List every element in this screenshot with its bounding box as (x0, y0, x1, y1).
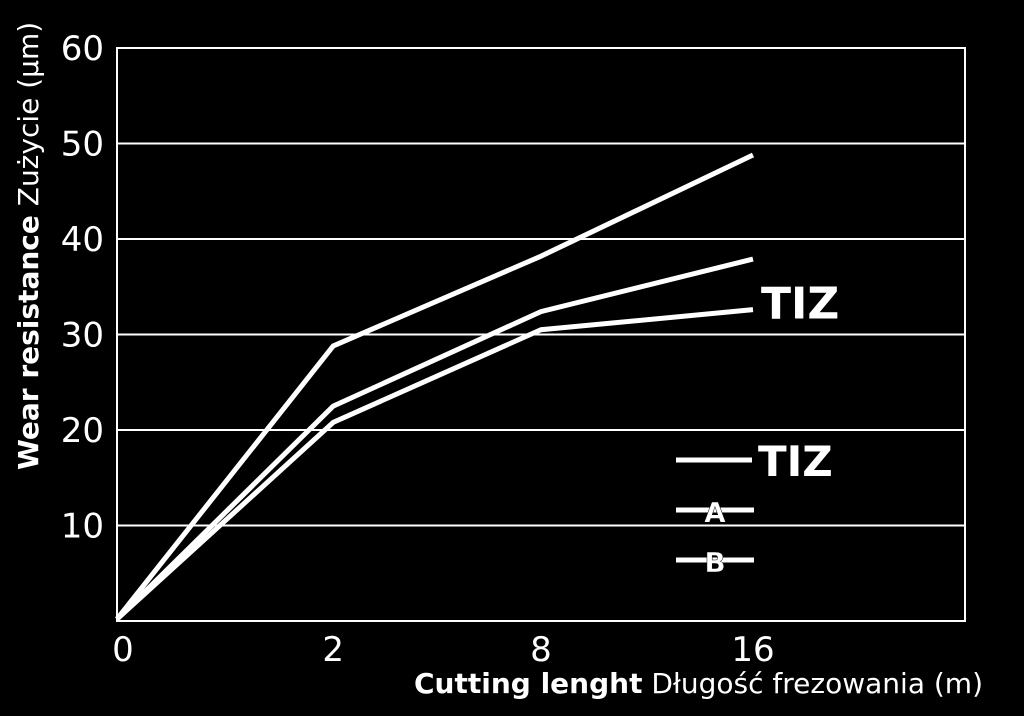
y-tick-label-20: 20 (61, 411, 104, 451)
y-tick-label-40: 40 (61, 220, 104, 260)
y-tick-label-30: 30 (61, 316, 104, 356)
y-axis-title: Wear resistance Zużycie (μm) (12, 22, 45, 470)
legend-label-B: B (704, 546, 725, 579)
x-tick-label-16: 16 (731, 630, 774, 670)
x-axis-title-bold: Cutting lenght (414, 667, 642, 700)
series-lines (115, 152, 755, 621)
legend: TIZ AB (676, 437, 833, 579)
y-tick-label-60: 60 (61, 29, 104, 69)
x-axis-title-normal: Długość frezowania (m) (642, 667, 983, 700)
legend-label-A: A (704, 496, 726, 529)
series-line-1 (115, 152, 755, 621)
series-line-2 (115, 256, 754, 621)
x-tick-label-2: 2 (322, 630, 344, 670)
x-tick-label-0: 0 (112, 630, 134, 670)
y-axis-title-normal: Zużycie (μm) (12, 22, 45, 215)
x-tick-label-8: 8 (530, 630, 552, 670)
plot-frame (116, 47, 966, 622)
series-line-3 (115, 307, 754, 621)
svg-text:Wear resistance Zużycie (μm): Wear resistance Zużycie (μm) (12, 22, 45, 470)
x-axis-title: Cutting lenght Długość frezowania (m) (414, 667, 983, 700)
y-tick-label-50: 50 (61, 125, 104, 165)
y-axis-title-bold: Wear resistance (12, 215, 45, 470)
gridlines (117, 142, 965, 527)
series-end-label: TIZ (761, 279, 839, 330)
y-tick-label-10: 10 (61, 507, 104, 547)
legend-label-TIZ: TIZ (758, 437, 833, 486)
tick-labels: 10 20 30 40 50 60 0 2 8 16 (61, 29, 775, 670)
